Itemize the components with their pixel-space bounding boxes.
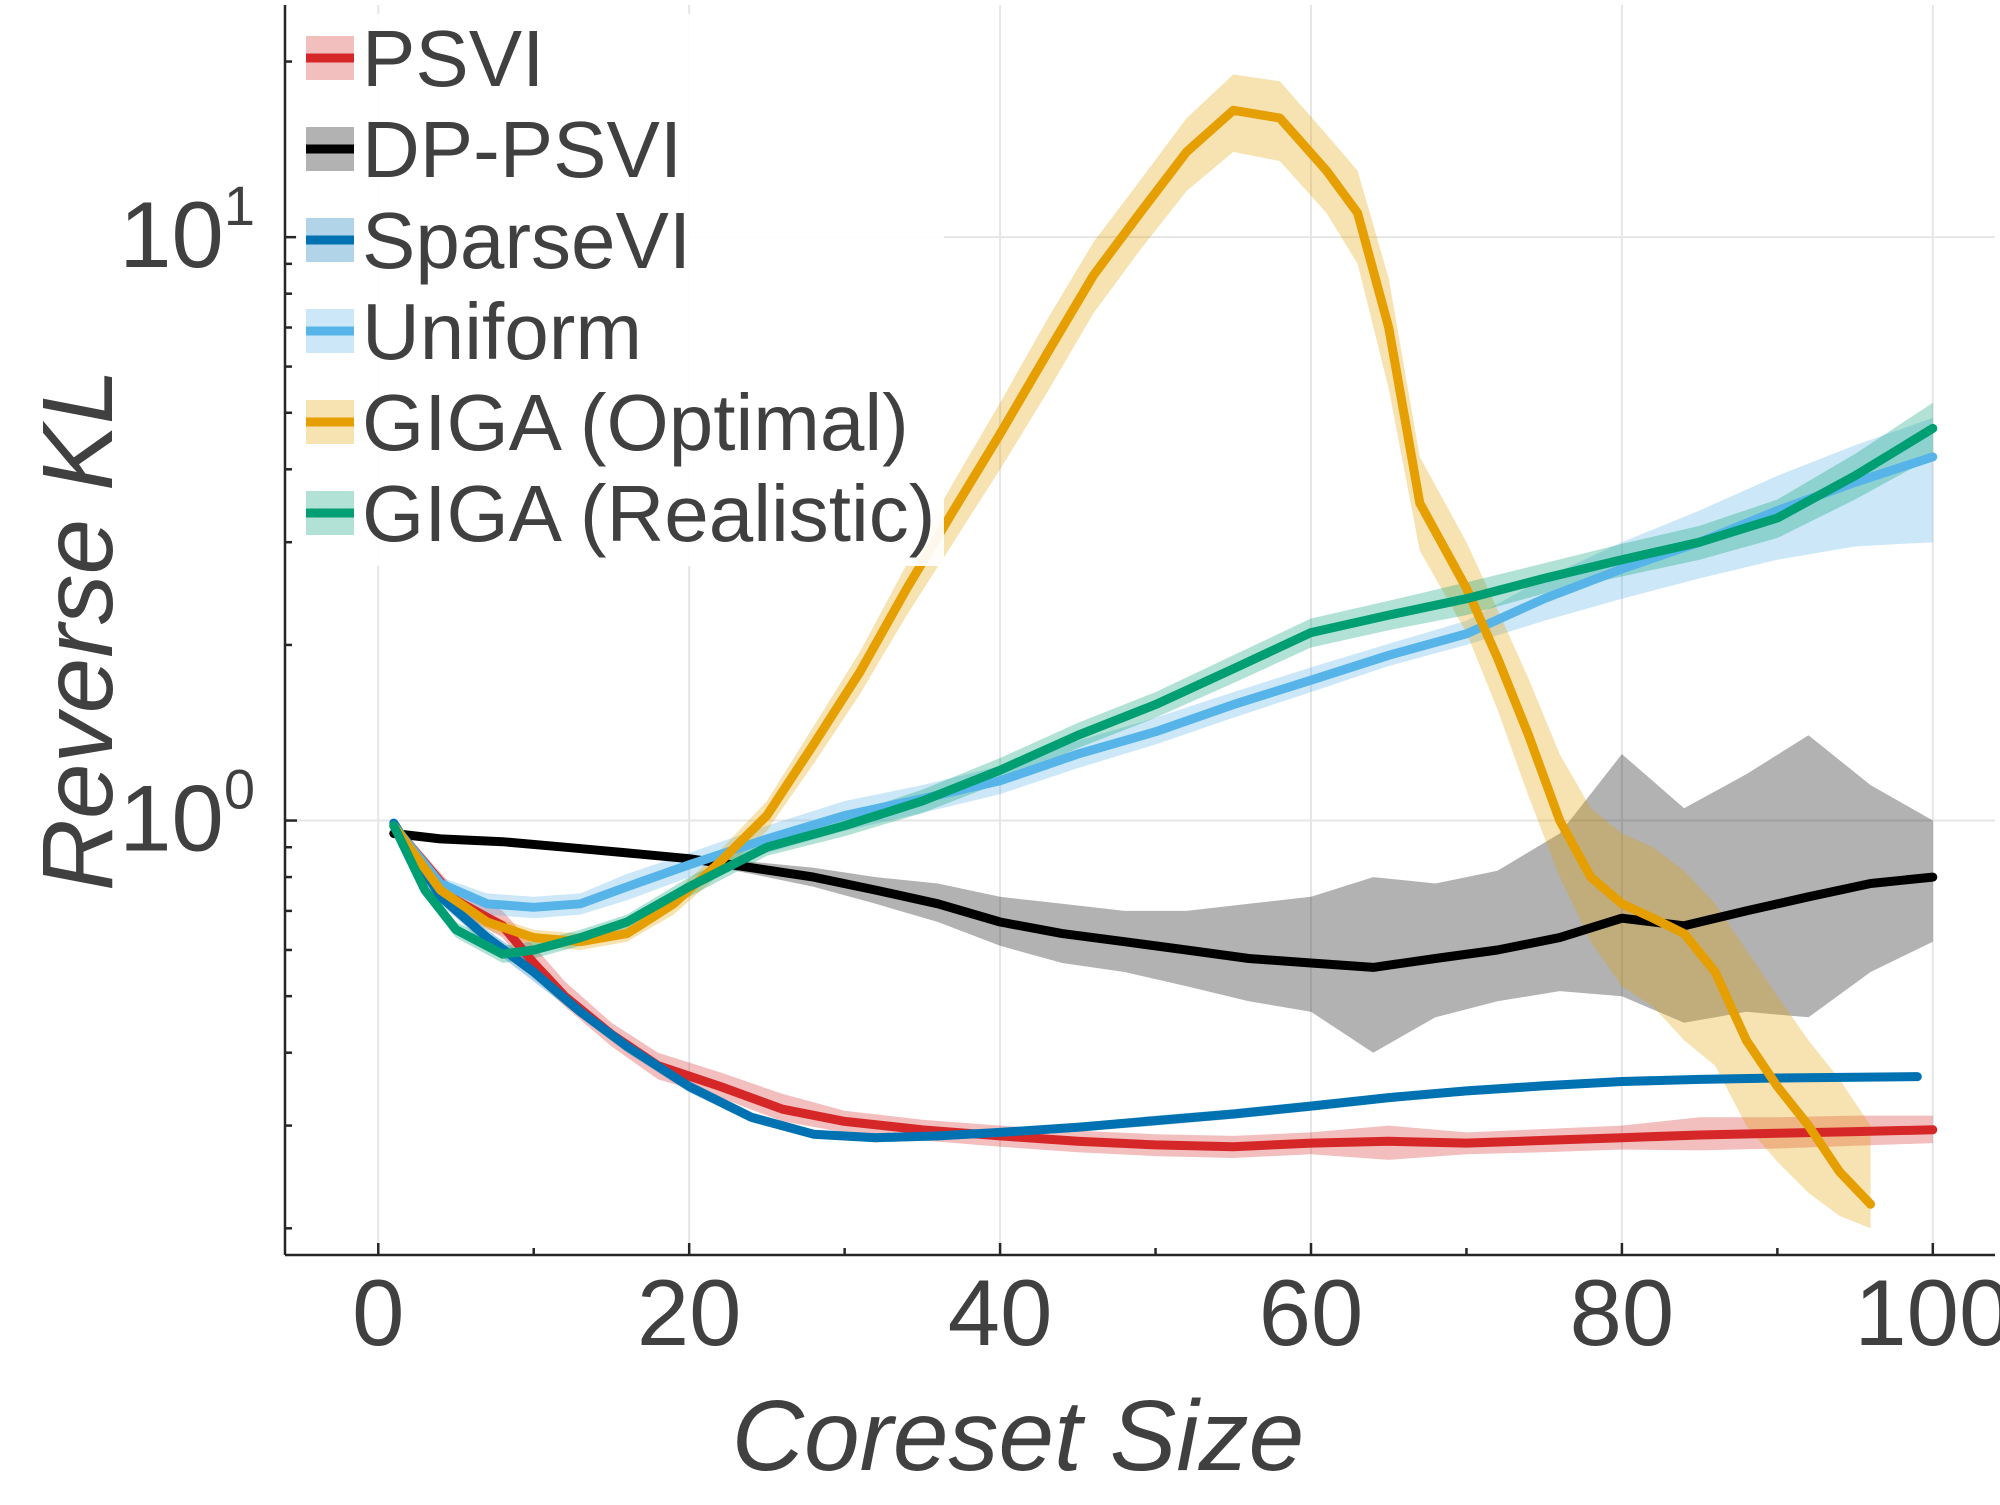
series-band-0	[393, 820, 1933, 1160]
x-tick-label-4: 80	[1570, 1260, 1675, 1365]
y-tick-label-0: 100	[119, 758, 255, 871]
x-tick-label-1: 20	[637, 1260, 742, 1365]
x-tick-label-2: 40	[948, 1260, 1053, 1365]
axes	[283, 5, 1995, 1257]
y-tick-exponent-1: 1	[224, 174, 255, 237]
series-lines	[389, 105, 1938, 1209]
series-band-1	[393, 735, 1933, 1053]
y-axis-title: Reverse KL	[22, 369, 134, 891]
legend-label-4: GIGA (Optimal)	[362, 378, 909, 467]
legend-label-2: SparseVI	[362, 196, 691, 285]
legend-background	[296, 14, 944, 566]
series-line-2	[389, 818, 1922, 1143]
y-tick-exponent-0: 0	[224, 758, 255, 821]
legend-label-5: GIGA (Realistic)	[362, 469, 935, 558]
x-tick-label-5: 100	[1854, 1260, 2000, 1365]
legend-label-1: DP-PSVI	[362, 105, 682, 194]
legend-label-0: PSVI	[362, 14, 544, 103]
x-tick-label-0: 0	[352, 1260, 404, 1365]
series-line-5	[389, 423, 1938, 959]
x-tick-label-3: 60	[1259, 1260, 1364, 1365]
legend-label-3: Uniform	[362, 287, 642, 376]
series-line-3	[389, 452, 1938, 912]
x-axis-title: Coreset Size	[732, 1380, 1304, 1492]
series-line-4	[389, 105, 1876, 1209]
confidence-bands	[393, 74, 1933, 1229]
